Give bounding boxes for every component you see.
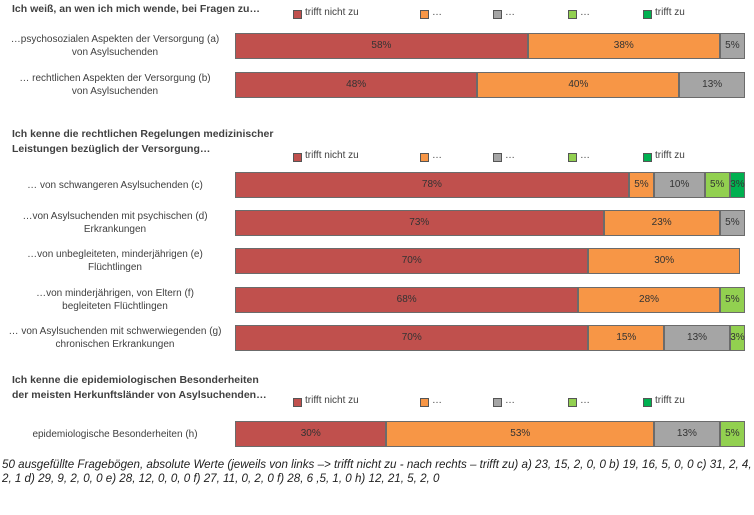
bar-segment <box>386 421 655 447</box>
bar-segment <box>588 248 740 274</box>
bar-segment <box>235 421 387 447</box>
legend-swatch <box>293 10 302 19</box>
bar-segment <box>729 172 745 198</box>
bar-segment <box>588 325 665 351</box>
value-label: 3% <box>730 332 745 343</box>
legend-label: trifft zu <box>655 7 685 18</box>
bar-segment <box>603 210 720 236</box>
legend-swatch <box>643 398 652 407</box>
legend-swatch <box>568 398 577 407</box>
legend-swatch <box>643 10 652 19</box>
legend-label: … <box>505 395 515 406</box>
bar-segment <box>628 172 655 198</box>
bar-segment <box>578 287 720 313</box>
legend-label: trifft nicht zu <box>305 7 359 18</box>
category-label: …von Asylsuchenden mit psychischen (d) E… <box>22 211 208 235</box>
value-label: 5% <box>725 217 740 228</box>
bar-segment <box>719 287 745 313</box>
value-label: 30% <box>654 255 675 266</box>
legend-swatch <box>420 10 429 19</box>
value-label: 5% <box>725 428 740 439</box>
category-label: … rechtlichen Aspekten der Versorgung (b… <box>19 73 211 97</box>
legend-swatch <box>293 153 302 162</box>
legend-swatch <box>568 10 577 19</box>
legend-label: trifft nicht zu <box>305 395 359 406</box>
value-label: 5% <box>725 40 740 51</box>
value-label: 10% <box>669 179 690 190</box>
value-label: 30% <box>300 428 321 439</box>
legend-label: … <box>505 150 515 161</box>
bar-segment <box>654 172 705 198</box>
value-label: 13% <box>676 428 697 439</box>
chart-title: Ich kenne die rechtlichen Regelungen med… <box>12 128 274 155</box>
legend-swatch <box>420 398 429 407</box>
category-label: … von schwangeren Asylsuchenden (c) <box>27 179 203 191</box>
legend-swatch <box>493 10 502 19</box>
bar-segment <box>719 33 745 59</box>
value-label: 15% <box>616 332 637 343</box>
bar-segment <box>704 172 730 198</box>
legend-swatch <box>493 153 502 162</box>
value-label: 23% <box>651 217 672 228</box>
value-label: 5% <box>634 179 649 190</box>
legend-label: … <box>580 7 590 18</box>
value-label: 3% <box>730 179 745 190</box>
legend-label: trifft zu <box>655 395 685 406</box>
value-label: 28% <box>639 294 660 305</box>
value-label: 5% <box>725 294 740 305</box>
legend-label: … <box>432 7 442 18</box>
value-label: 58% <box>371 40 392 51</box>
legend-label: … <box>505 7 515 18</box>
legend-swatch <box>493 398 502 407</box>
bar-segment <box>235 33 528 59</box>
bar-segment <box>477 72 680 98</box>
bar-segment <box>719 210 745 236</box>
legend-label: trifft nicht zu <box>305 150 359 161</box>
legend-swatch <box>568 153 577 162</box>
bar-segment <box>654 421 720 447</box>
legend-label: … <box>432 395 442 406</box>
legend-label: … <box>580 150 590 161</box>
value-label: 5% <box>709 179 725 190</box>
bar-segment <box>235 172 629 198</box>
bar-segment <box>679 72 745 98</box>
value-label: 78% <box>421 179 442 190</box>
bar-segment <box>527 33 720 59</box>
legend-swatch <box>643 153 652 162</box>
bar-segment <box>719 421 745 447</box>
value-label: 73% <box>409 217 430 228</box>
value-label: 48% <box>346 79 367 90</box>
legend-label: … <box>432 150 442 161</box>
bar-segment <box>235 210 604 236</box>
bar-segment <box>235 325 589 351</box>
category-label: …von unbegleiteten, minderjährigen (e) F… <box>27 249 203 273</box>
value-label: 13% <box>702 79 723 90</box>
value-label: 70% <box>401 255 422 266</box>
value-label: 13% <box>687 332 708 343</box>
value-label: 70% <box>401 332 422 343</box>
legend-label: trifft zu <box>655 150 685 161</box>
bar-segment <box>664 325 730 351</box>
category-label: …von minderjährigen, von Eltern (f) begl… <box>36 288 194 312</box>
category-label: …psychosozialen Aspekten der Versorgung … <box>10 34 220 58</box>
footnote: 50 ausgefüllte Fragebögen, absolute Wert… <box>2 458 752 485</box>
bar-segment <box>235 72 478 98</box>
legend-label: … <box>580 395 590 406</box>
value-label: 53% <box>510 428 531 439</box>
value-label: 40% <box>568 79 589 90</box>
category-label: … von Asylsuchenden mit schwerwiegenden … <box>8 326 222 350</box>
category-label: epidemiologische Besonderheiten (h) <box>32 428 198 440</box>
value-label: 68% <box>396 294 417 305</box>
chart-title: Ich kenne die epidemiologischen Besonder… <box>12 374 267 401</box>
bar-segment <box>235 287 579 313</box>
chart-title: Ich weiß, an wen ich mich wende, bei Fra… <box>12 3 260 15</box>
bar-segment <box>235 248 589 274</box>
legend-swatch <box>420 153 429 162</box>
bar-segment <box>729 325 745 351</box>
value-label: 38% <box>613 40 634 51</box>
legend-swatch <box>293 398 302 407</box>
